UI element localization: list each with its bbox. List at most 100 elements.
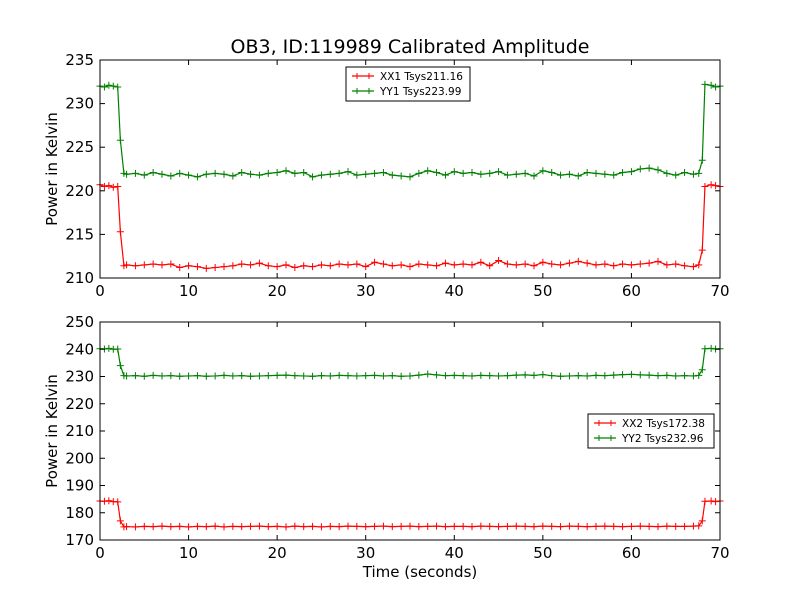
x-tick-label: 0 <box>95 282 105 300</box>
data-point <box>140 261 148 269</box>
data-point <box>619 168 627 176</box>
x-axis-label: Time (seconds) <box>362 563 478 581</box>
data-point <box>468 523 476 531</box>
data-point <box>619 371 627 379</box>
data-point <box>167 523 175 531</box>
legend-swatch-marker <box>354 73 372 79</box>
data-point <box>486 522 494 530</box>
data-point <box>220 371 228 379</box>
data-point <box>131 262 139 270</box>
data-point <box>450 261 458 269</box>
data-point <box>131 169 139 177</box>
data-point <box>105 182 113 190</box>
data-point <box>100 497 108 505</box>
data-point <box>539 258 547 266</box>
data-point <box>424 167 432 175</box>
data-point <box>105 344 113 352</box>
series-0-1 <box>96 80 724 181</box>
data-point <box>335 371 343 379</box>
data-point <box>601 522 609 530</box>
data-point <box>530 262 538 270</box>
data-point <box>123 261 131 269</box>
data-point <box>264 523 272 531</box>
data-point <box>202 170 210 178</box>
data-point <box>140 372 148 380</box>
data-point <box>530 172 538 180</box>
data-point <box>663 522 671 530</box>
data-point <box>636 522 644 530</box>
bottom-panel: 0 10 20 30 40 50 60 70 170 180 190 200 210 220 230 240 2… <box>43 313 730 581</box>
legend-entry-label: YY1 Tsys223.99 <box>379 86 461 98</box>
series-0-0 <box>96 181 724 272</box>
data-point <box>202 523 210 531</box>
data-point <box>317 372 325 380</box>
data-point <box>645 259 653 267</box>
data-point <box>459 169 467 177</box>
data-point <box>123 523 131 531</box>
data-point <box>114 498 122 506</box>
data-point <box>105 497 113 505</box>
data-point <box>344 261 352 269</box>
data-point <box>521 522 529 530</box>
data-point <box>610 171 618 179</box>
x-tick-label: 10 <box>179 282 198 300</box>
data-point <box>388 262 396 270</box>
data-point <box>176 522 184 530</box>
y-tick-label: 235 <box>65 51 94 69</box>
data-point <box>698 156 706 164</box>
data-point <box>149 371 157 379</box>
data-point <box>695 371 703 379</box>
data-point <box>264 169 272 177</box>
data-point <box>654 257 662 265</box>
data-point <box>468 261 476 269</box>
data-point <box>619 523 627 531</box>
data-point <box>255 522 263 530</box>
data-point <box>707 344 715 352</box>
data-point <box>317 171 325 179</box>
data-point <box>167 372 175 380</box>
y-axis-label: Power in Kelvin <box>43 374 61 488</box>
data-point <box>371 169 379 177</box>
data-point <box>565 522 573 530</box>
data-point <box>167 172 175 180</box>
data-point <box>362 372 370 380</box>
series-line <box>99 184 721 270</box>
x-tick-label: 70 <box>710 282 729 300</box>
data-point <box>627 168 635 176</box>
data-point <box>379 168 387 176</box>
data-point <box>185 171 193 179</box>
data-point <box>282 523 290 531</box>
data-point <box>424 522 432 530</box>
data-point <box>698 517 706 525</box>
data-point <box>353 260 361 268</box>
data-point <box>441 171 449 179</box>
data-point <box>521 371 529 379</box>
data-point <box>592 261 600 269</box>
data-point <box>503 260 511 268</box>
top-panel: 0 10 20 30 40 50 60 70 210 215 220 225 230 235 Power i… <box>43 51 730 300</box>
y-tick-label: 250 <box>65 313 94 331</box>
data-point <box>548 522 556 530</box>
legend-entry-label: YY2 Tsys232.96 <box>621 433 704 445</box>
data-point <box>681 372 689 380</box>
data-point <box>512 522 520 530</box>
data-point <box>712 182 720 190</box>
data-point <box>291 169 299 177</box>
data-point <box>450 168 458 176</box>
data-point <box>701 345 709 353</box>
data-point <box>176 169 184 177</box>
data-point <box>309 372 317 380</box>
data-point <box>477 522 485 530</box>
data-point <box>548 168 556 176</box>
data-point <box>220 170 228 178</box>
data-point <box>424 370 432 378</box>
data-point <box>441 523 449 531</box>
data-point <box>229 522 237 530</box>
data-point <box>695 169 703 177</box>
data-point <box>503 171 511 179</box>
data-point <box>149 260 157 268</box>
data-point <box>701 80 709 88</box>
data-point <box>610 371 618 379</box>
data-point <box>291 522 299 530</box>
